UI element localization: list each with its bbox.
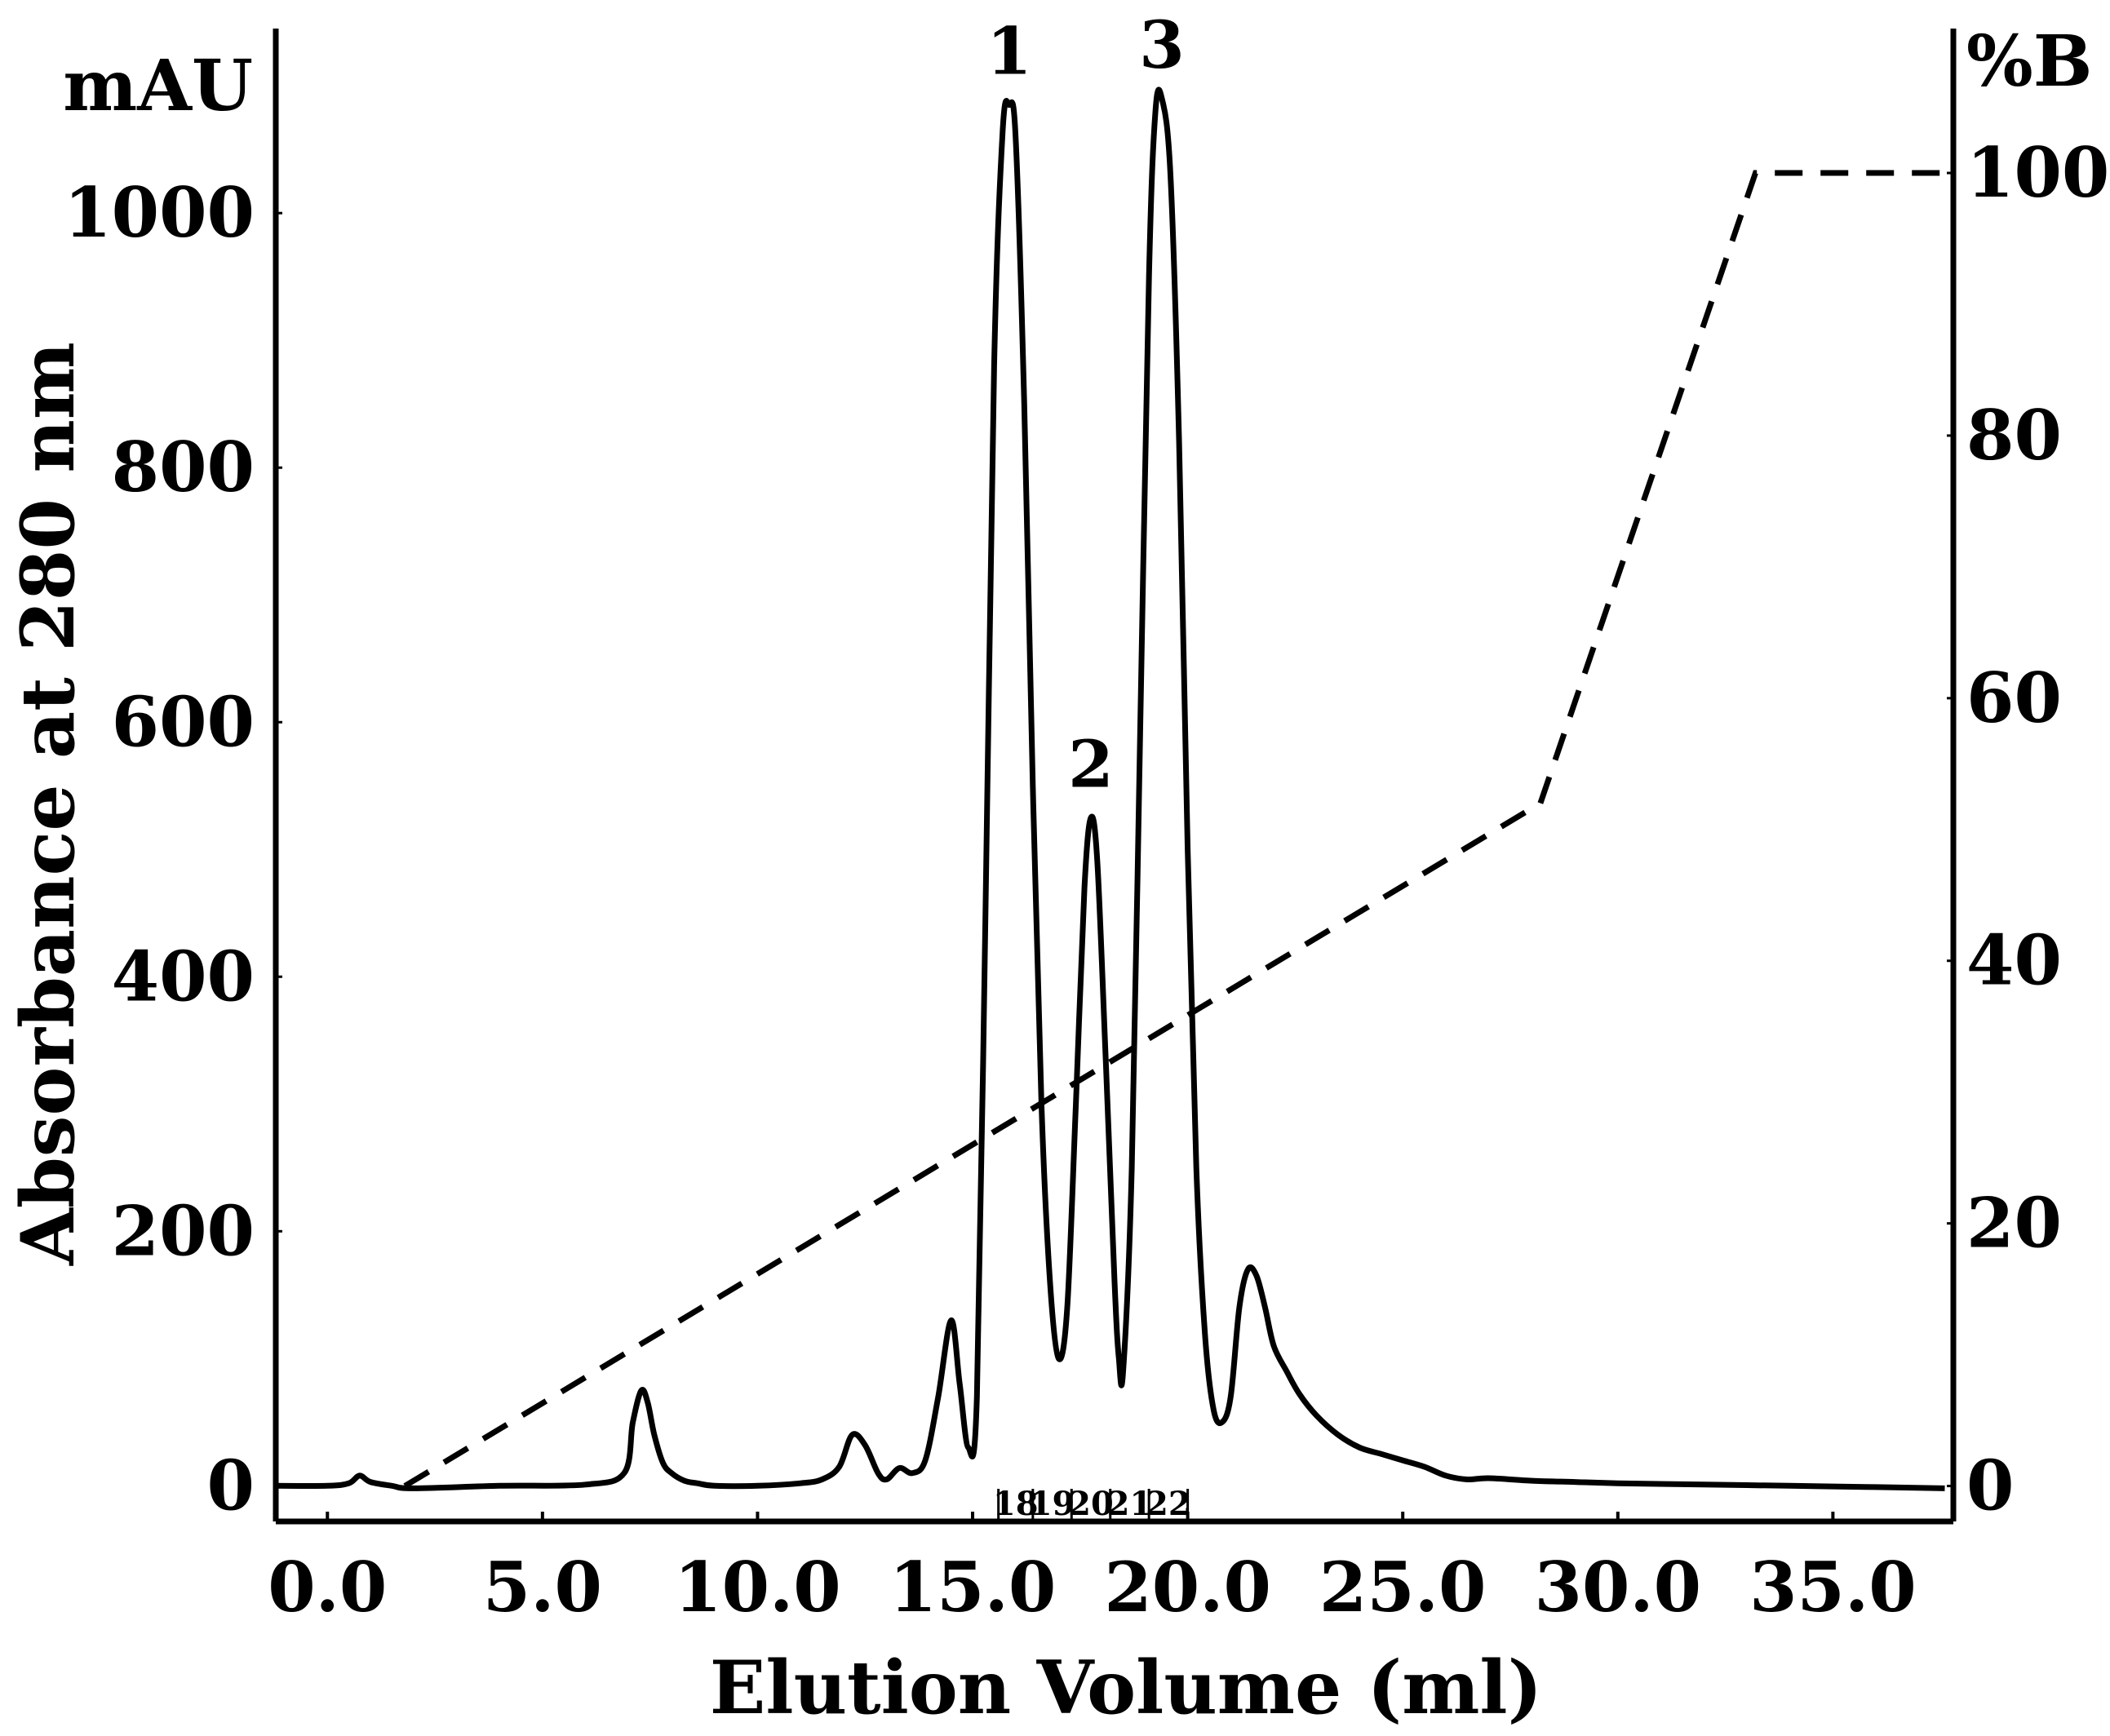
fraction-label: 20 <box>1068 1485 1114 1523</box>
x-tick-label: 5.0 <box>483 1547 602 1628</box>
x-tick-label: 0.0 <box>268 1547 387 1628</box>
x-axis-title: Elution Volume (ml) <box>710 1645 1542 1731</box>
y2-tick-label: 20 <box>1966 1183 2062 1264</box>
y-tick-label: 1000 <box>64 172 255 253</box>
gradient-percent-b-line <box>403 170 1945 1489</box>
y-tick-label: 800 <box>112 427 255 507</box>
x-tick-label: 15.0 <box>889 1547 1057 1628</box>
absorbance-trace <box>275 86 1945 1491</box>
x-tick-label: 10.0 <box>674 1547 841 1628</box>
y2-tick-label: 80 <box>1966 395 2062 476</box>
fraction-label: 22 <box>1146 1485 1191 1523</box>
y-axis-title: Absorbance at 280 nm <box>5 342 91 1266</box>
peak-label: 1 <box>986 13 1032 90</box>
x-tick-label: 20.0 <box>1104 1547 1271 1628</box>
y-axis-unit: mAU <box>63 45 253 127</box>
x-tick-label: 30.0 <box>1535 1547 1702 1628</box>
y-tick-label: 200 <box>112 1190 255 1271</box>
peak-label: 3 <box>1139 7 1185 83</box>
y2-axis-unit: %B <box>1966 20 2092 103</box>
x-tick-label: 25.0 <box>1319 1547 1487 1628</box>
fraction-label: 19 <box>1030 1485 1075 1523</box>
fraction-label: 18 <box>993 1485 1039 1523</box>
y-tick-label: 0 <box>207 1445 255 1526</box>
fraction-label: 21 <box>1107 1485 1153 1523</box>
x-tick-label: 35.0 <box>1749 1547 1917 1628</box>
y-tick-label: 600 <box>112 681 255 762</box>
y2-tick-label: 0 <box>1966 1446 2014 1526</box>
y2-tick-label: 60 <box>1966 658 2062 738</box>
y2-tick-label: 40 <box>1966 920 2062 1001</box>
y-tick-label: 400 <box>112 936 255 1016</box>
y2-tick-label: 100 <box>1966 132 2109 213</box>
peak-label: 2 <box>1068 725 1114 802</box>
